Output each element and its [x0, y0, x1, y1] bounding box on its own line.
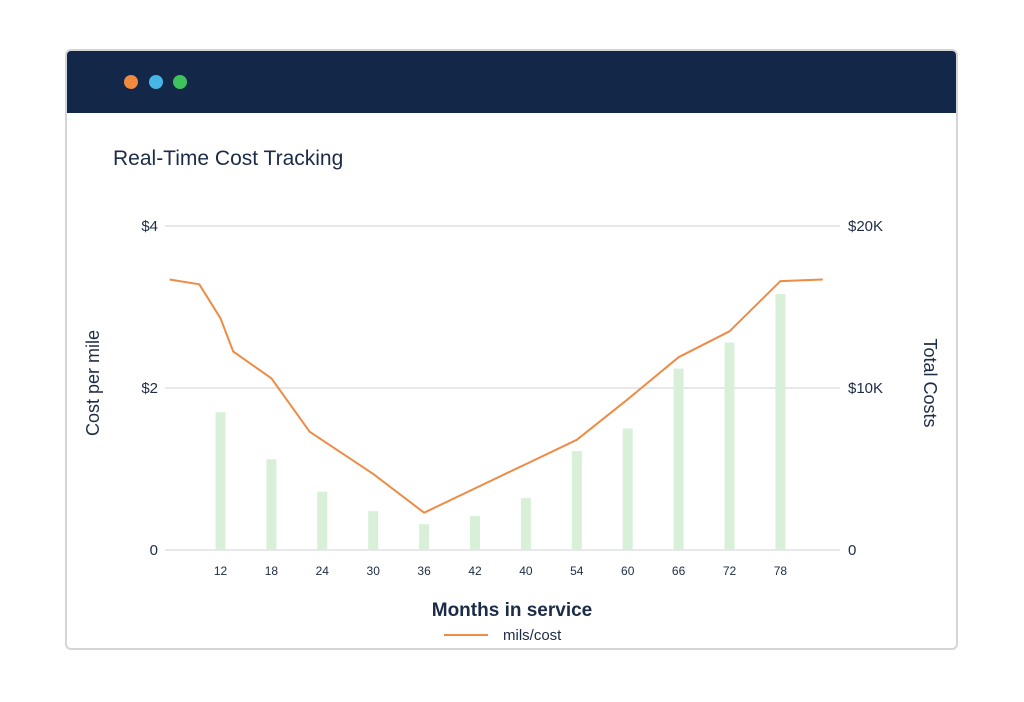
x-tick-label: 66 — [672, 564, 686, 578]
x-tick-label: 18 — [265, 564, 279, 578]
y-right-tick-label: 0 — [848, 542, 856, 559]
bar — [520, 498, 531, 550]
minimize-dot[interactable] — [149, 75, 163, 89]
bar — [266, 459, 277, 550]
bar — [571, 451, 582, 550]
bar — [724, 342, 735, 550]
x-tick-label: 42 — [468, 564, 482, 578]
bar — [622, 428, 633, 550]
bar — [317, 491, 328, 550]
legend-label: mils/cost — [503, 627, 562, 644]
y-left-tick-label: 0 — [150, 542, 158, 559]
bar — [775, 294, 786, 550]
bar — [419, 524, 430, 550]
y-left-tick-label: $2 — [141, 380, 158, 397]
x-tick-label: 36 — [417, 564, 431, 578]
line-series — [169, 278, 823, 514]
y-left-tick-label: $4 — [141, 218, 158, 235]
bar — [470, 515, 480, 550]
x-axis-title: Months in service — [432, 600, 593, 621]
maximize-dot[interactable] — [173, 75, 187, 89]
x-tick-label: 24 — [316, 564, 330, 578]
y-right-tick-label: $20K — [848, 218, 883, 235]
x-tick-label: 12 — [214, 564, 228, 578]
chart-title: Real-Time Cost Tracking — [113, 147, 344, 170]
y-left-axis-title: Cost per mile — [83, 330, 103, 436]
bar — [368, 511, 379, 550]
x-tick-label: 60 — [621, 564, 635, 578]
x-tick-label: 72 — [723, 564, 737, 578]
y-right-axis-title: Total Costs — [920, 338, 940, 427]
x-tick-label: 78 — [774, 564, 788, 578]
close-dot[interactable] — [124, 75, 138, 89]
bar — [215, 412, 226, 550]
title-bar — [67, 51, 956, 113]
bar — [673, 368, 684, 550]
y-right-tick-label: $10K — [848, 380, 883, 397]
x-tick-label: 30 — [367, 564, 381, 578]
x-tick-label: 40 — [519, 564, 533, 578]
x-tick-label: 54 — [570, 564, 584, 578]
